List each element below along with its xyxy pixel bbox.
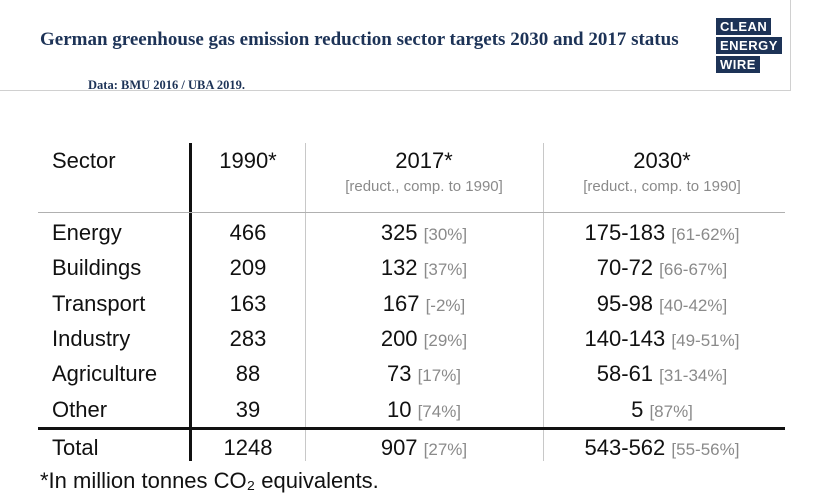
value: 543-562 — [584, 435, 666, 460]
sector: Transport — [52, 290, 146, 316]
value-group: 167 [-2%] — [274, 291, 574, 319]
column-note: [reduct., comp. to 1990] — [345, 178, 503, 195]
value: 175-183 — [584, 220, 666, 245]
logo-line: WIRE — [716, 56, 760, 73]
value-group: 543-562 [55-56%] — [512, 435, 812, 463]
value-group: 907 [27%] — [274, 435, 574, 463]
column-header: 2030* — [633, 148, 691, 173]
value-group: 70-72 [66-67%] — [512, 255, 812, 283]
value-group: 175-183 [61-62%] — [512, 220, 812, 248]
value-1990: 39 — [235, 396, 261, 422]
value-group: 5 [87%] — [512, 397, 812, 425]
value-group: 73 [17%] — [274, 361, 574, 389]
value-1990: 88 — [235, 361, 261, 387]
column-header: Sector — [52, 148, 116, 173]
header-border — [0, 90, 790, 91]
reduction: [66-67%] — [659, 260, 728, 280]
reduction: [49-51%] — [671, 330, 740, 350]
value-1990: 283 — [229, 325, 267, 351]
header-border — [790, 0, 791, 91]
column-note: [reduct., comp. to 1990] — [583, 178, 741, 195]
value: 325 — [380, 220, 418, 245]
row-rule — [38, 212, 785, 213]
column-header: 2017* — [395, 148, 453, 173]
reduction: [31-34%] — [659, 366, 728, 386]
value-group: 140-143 [49-51%] — [512, 326, 812, 354]
column-rule — [189, 143, 192, 461]
value-1990: 1248 — [223, 435, 273, 460]
reduction: [87%] — [649, 401, 693, 421]
reduction: [-2%] — [425, 295, 466, 315]
value-group: 200 [29%] — [274, 326, 574, 354]
value: 167 — [382, 290, 420, 316]
title: German greenhouse gas emission reduction… — [40, 29, 679, 50]
sector: Agriculture — [52, 361, 158, 387]
reduction: [55-56%] — [671, 440, 740, 459]
footnote: *In million tonnes CO₂ equivalents. — [40, 468, 379, 493]
reduction: [27%] — [423, 440, 468, 459]
sector: Energy — [52, 220, 122, 245]
value: 10 — [386, 396, 412, 422]
sector: Total — [52, 435, 99, 460]
reduction: [74%] — [417, 401, 462, 421]
column-header: 1990* — [219, 148, 277, 173]
row-rule — [38, 427, 785, 430]
reduction: [30%] — [423, 225, 468, 244]
value: 907 — [380, 435, 418, 460]
value-group: 95-98 [40-42%] — [512, 291, 812, 319]
logo-line: ENERGY — [716, 37, 782, 54]
value: 132 — [380, 255, 418, 281]
value: 73 — [386, 361, 412, 387]
value: 200 — [380, 325, 418, 351]
value-group: 10 [74%] — [274, 397, 574, 425]
value: 95-98 — [596, 290, 654, 316]
column-rule — [543, 143, 544, 461]
sector: Industry — [52, 325, 131, 351]
value: 5 — [631, 396, 644, 422]
source: Data: BMU 2016 / UBA 2019. — [88, 78, 245, 92]
value: 140-143 — [584, 325, 666, 351]
reduction: [37%] — [423, 260, 468, 280]
reduction: [29%] — [423, 330, 468, 350]
value-group: 132 [37%] — [274, 255, 574, 283]
sector: Other — [52, 396, 108, 422]
value-group: 58-61 [31-34%] — [512, 361, 812, 389]
reduction: [17%] — [417, 366, 462, 386]
value-1990: 466 — [229, 220, 267, 245]
value: 58-61 — [596, 361, 654, 387]
reduction: [61-62%] — [671, 225, 740, 244]
value: 70-72 — [596, 255, 654, 281]
value-1990: 209 — [229, 255, 267, 281]
value-group: 325 [30%] — [274, 220, 574, 248]
column-rule — [305, 143, 306, 461]
reduction: [40-42%] — [659, 295, 728, 315]
sector: Buildings — [52, 255, 142, 281]
logo-line: CLEAN — [716, 18, 772, 35]
value-1990: 163 — [229, 290, 267, 316]
